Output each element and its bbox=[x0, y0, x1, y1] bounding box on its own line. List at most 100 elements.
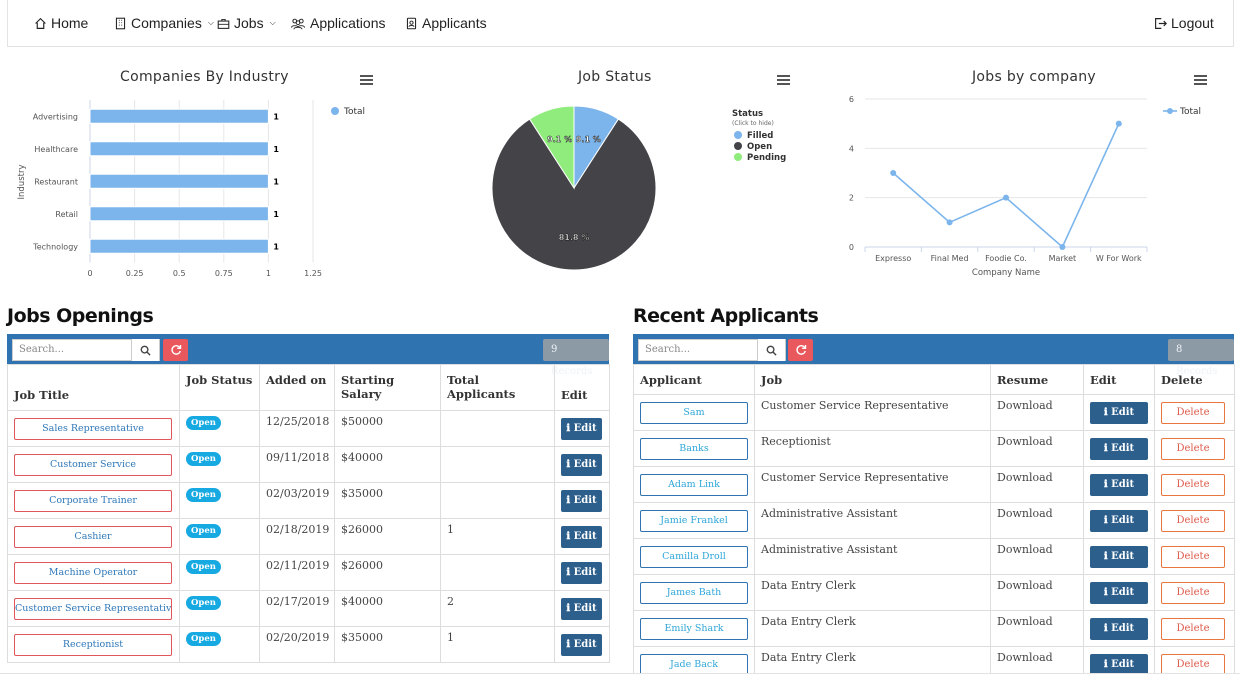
data-point bbox=[1059, 244, 1066, 250]
edit-job-button[interactable]: ℹ Edit bbox=[561, 453, 602, 476]
resume-download-link[interactable]: Download bbox=[997, 471, 1053, 484]
job-title-link[interactable]: Customer Service bbox=[14, 453, 172, 476]
job-title-link[interactable]: Machine Operator bbox=[14, 561, 172, 584]
edit-applicant-button[interactable]: ℹ Edit bbox=[1090, 545, 1148, 568]
chart-menu-icon[interactable] bbox=[360, 75, 373, 85]
applicants-cell bbox=[440, 446, 555, 483]
table-row: Camilla Droll Administrative Assistant Dow… bbox=[633, 538, 1235, 575]
applicants-search-input[interactable]: Search... bbox=[638, 339, 786, 361]
applicants-count: 2 bbox=[447, 595, 454, 608]
delete-applicant-button[interactable]: Delete bbox=[1161, 509, 1225, 532]
edit-job-button[interactable]: ℹ Edit bbox=[561, 525, 602, 548]
resume-download-link[interactable]: Download bbox=[997, 543, 1053, 556]
edit-job-button[interactable]: ℹ Edit bbox=[561, 417, 602, 440]
resume-download-link[interactable]: Download bbox=[997, 399, 1053, 412]
edit-applicant-button[interactable]: ℹ Edit bbox=[1090, 437, 1148, 460]
resume-cell: Download bbox=[990, 610, 1084, 647]
resume-cell: Download bbox=[990, 502, 1084, 539]
applicants-cell: 2 bbox=[440, 590, 555, 627]
job-status-cell: Open bbox=[179, 590, 260, 627]
data-point bbox=[946, 219, 953, 226]
resume-download-link[interactable]: Download bbox=[997, 615, 1053, 628]
jobs-by-company-line-chart: 0 2 4 6 Expresso Final Med Foodie Co. Market W F… bbox=[849, 95, 1201, 278]
nav-jobs[interactable]: Jobs ⌵ bbox=[217, 15, 276, 31]
added-on-value: 02/03/2019 bbox=[266, 487, 330, 500]
delete-applicant-button[interactable]: Delete bbox=[1161, 653, 1225, 674]
resume-download-link[interactable]: Download bbox=[997, 435, 1053, 448]
status-badge: Open bbox=[186, 452, 221, 466]
chart-title-jobs-by-company: Jobs by company bbox=[972, 69, 1096, 85]
jobs-search-input[interactable]: Search... bbox=[12, 339, 160, 361]
delete-applicant-button[interactable]: Delete bbox=[1161, 617, 1225, 640]
resume-download-link[interactable]: Download bbox=[997, 579, 1053, 592]
applicants-count: 1 bbox=[447, 631, 454, 644]
edit-applicant-button[interactable]: ℹ Edit bbox=[1090, 581, 1148, 604]
applicant-job-value: Receptionist bbox=[761, 435, 831, 448]
chart-menu-icon[interactable] bbox=[777, 75, 790, 85]
added-on-value: 02/11/2019 bbox=[266, 559, 330, 572]
resume-download-link[interactable]: Download bbox=[997, 651, 1053, 664]
bar bbox=[89, 108, 269, 124]
applicant-name-link[interactable]: Adam Link bbox=[640, 473, 748, 496]
applicant-cell: Jade Back bbox=[633, 646, 755, 674]
applicant-name-link[interactable]: Sam bbox=[640, 401, 748, 424]
applicant-name-link[interactable]: Camilla Droll bbox=[640, 545, 748, 568]
applicant-name-link[interactable]: Banks bbox=[640, 437, 748, 460]
job-title-link[interactable]: Sales Representative bbox=[14, 417, 172, 440]
delete-applicant-button[interactable]: Delete bbox=[1161, 473, 1225, 496]
applicants-refresh-button[interactable] bbox=[788, 339, 813, 361]
applicant-name-link[interactable]: James Bath bbox=[640, 581, 748, 604]
job-title-link[interactable]: Corporate Trainer bbox=[14, 489, 172, 512]
job-title-link[interactable]: Cashier bbox=[14, 525, 172, 548]
bar-data-label: 1 bbox=[273, 177, 279, 186]
col-added-on: Added on bbox=[259, 364, 335, 411]
delete-applicant-button[interactable]: Delete bbox=[1161, 437, 1225, 460]
edit-applicant-button[interactable]: ℹ Edit bbox=[1090, 509, 1148, 532]
job-status-pie-chart: 9.1 % 81.8 % 9.1 % Status(Click to hide) Fil… bbox=[491, 105, 786, 271]
jobs-refresh-button[interactable] bbox=[163, 339, 188, 361]
nav-home[interactable]: Home bbox=[34, 15, 88, 31]
edit-job-button[interactable]: ℹ Edit bbox=[561, 633, 602, 656]
edit-label: Edit bbox=[1111, 514, 1135, 526]
applicant-name-link[interactable]: Emily Shark bbox=[640, 617, 748, 640]
edit-label: Edit bbox=[1111, 622, 1135, 634]
nav-applications[interactable]: Applications bbox=[290, 15, 386, 31]
edit-job-button[interactable]: ℹ Edit bbox=[561, 561, 602, 584]
job-title-link[interactable]: Customer Service Representative bbox=[14, 597, 172, 620]
nav-companies[interactable]: Companies ⌵ bbox=[114, 15, 214, 31]
y-axis-title: Industry bbox=[17, 165, 27, 200]
applicant-job-value: Data Entry Clerk bbox=[761, 579, 856, 592]
applicant-name-link[interactable]: Jamie Frankel bbox=[640, 509, 748, 532]
edit-applicant-button[interactable]: ℹ Edit bbox=[1090, 653, 1148, 674]
delete-cell: Delete bbox=[1154, 538, 1235, 575]
pie-slice bbox=[528, 105, 575, 190]
delete-applicant-button[interactable]: Delete bbox=[1161, 545, 1225, 568]
applicants-search-button[interactable] bbox=[757, 339, 785, 361]
nav-applicants[interactable]: Applicants bbox=[405, 15, 487, 31]
edit-job-button[interactable]: ℹ Edit bbox=[561, 489, 602, 512]
x-tick-label: 0.25 bbox=[126, 269, 144, 278]
job-title-link[interactable]: Receptionist bbox=[14, 633, 172, 656]
edit-applicant-button[interactable]: ℹ Edit bbox=[1090, 401, 1148, 424]
delete-applicant-button[interactable]: Delete bbox=[1161, 401, 1225, 424]
edit-applicant-button[interactable]: ℹ Edit bbox=[1090, 617, 1148, 640]
nav-applications-label: Applications bbox=[310, 15, 386, 31]
resume-cell: Download bbox=[990, 538, 1084, 575]
edit-applicant-button[interactable]: ℹ Edit bbox=[1090, 473, 1148, 496]
edit-label: Edit bbox=[573, 458, 597, 470]
resume-download-link[interactable]: Download bbox=[997, 507, 1053, 520]
delete-applicant-button[interactable]: Delete bbox=[1161, 581, 1225, 604]
added-on-value: 09/11/2018 bbox=[266, 451, 330, 464]
col-edit: Edit bbox=[554, 364, 610, 411]
job-status-cell: Open bbox=[179, 554, 260, 591]
info-icon: ℹ bbox=[1103, 406, 1112, 418]
added-on-cell: 02/11/2019 bbox=[259, 554, 335, 591]
edit-label: Edit bbox=[1111, 586, 1135, 598]
jobs-search-button[interactable] bbox=[131, 339, 159, 361]
nav-logout[interactable]: Logout bbox=[1154, 15, 1214, 31]
applicant-name-link[interactable]: Jade Back bbox=[640, 653, 748, 674]
info-icon: ℹ bbox=[566, 530, 574, 542]
edit-job-button[interactable]: ℹ Edit bbox=[561, 597, 602, 620]
chart-menu-icon[interactable] bbox=[1194, 75, 1207, 85]
delete-cell: Delete bbox=[1154, 646, 1235, 674]
